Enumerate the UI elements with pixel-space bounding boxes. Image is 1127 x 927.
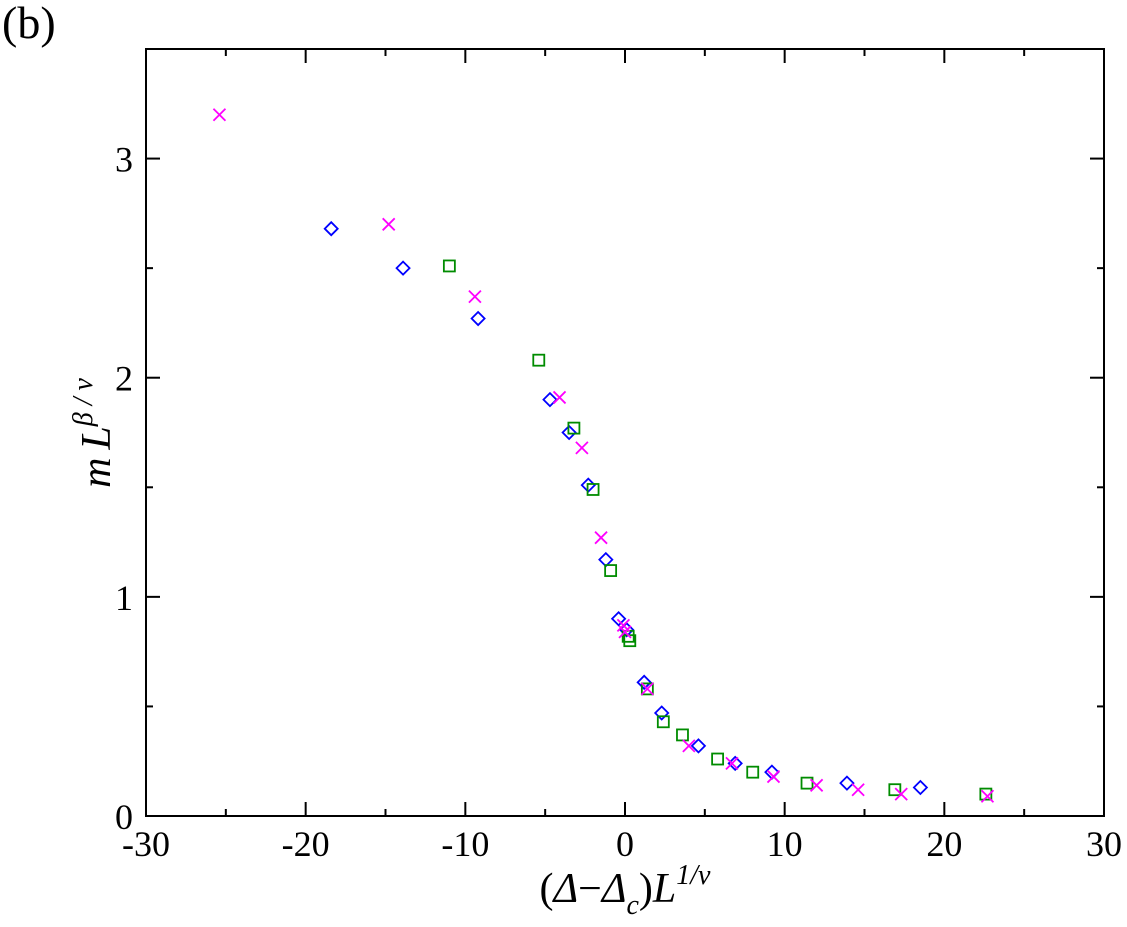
data-point-cross <box>468 289 482 304</box>
data-point-square <box>746 765 760 779</box>
y-label-L: L <box>74 426 120 450</box>
data-point-diamond <box>727 755 743 772</box>
data-point-cross <box>382 217 396 231</box>
data-point-diamond <box>636 674 652 691</box>
data-point-diamond <box>470 310 486 327</box>
panel-label: (b) <box>2 0 56 48</box>
data-point-cross <box>575 441 589 455</box>
x-label-delta-c: Δ <box>600 866 627 912</box>
data-point-diamond <box>764 764 780 780</box>
x-tick-label: -20 <box>282 824 330 864</box>
data-point-square <box>656 715 670 729</box>
y-tick-label: 2 <box>115 359 133 399</box>
data-point-cross <box>552 390 567 405</box>
data-point-diamond <box>690 738 707 754</box>
data-point-cross <box>894 787 908 801</box>
data-point-square <box>888 783 902 797</box>
x-label-subscript: c <box>626 890 639 921</box>
data-point-square <box>711 752 725 766</box>
data-point-square <box>979 787 993 801</box>
data-point-square <box>800 776 814 790</box>
x-tick-label: 10 <box>767 824 803 864</box>
x-label-superscript: 1/ν <box>676 860 711 891</box>
y-tick-label: 3 <box>115 140 133 180</box>
data-point-cross <box>725 756 739 771</box>
data-point-diamond <box>542 391 558 408</box>
data-point-cross <box>980 789 995 803</box>
x-tick-label: -30 <box>122 824 170 864</box>
y-tick-label: 0 <box>115 797 133 837</box>
data-point-square <box>586 483 600 496</box>
data-point-diamond <box>598 551 614 568</box>
data-point-diamond <box>653 705 670 721</box>
data-point-cross <box>212 108 227 122</box>
plot-frame <box>145 48 1105 817</box>
data-point-square <box>623 634 637 648</box>
data-point-cross <box>766 769 781 784</box>
data-point-diamond <box>839 775 855 791</box>
data-point-square <box>640 682 654 696</box>
data-point-square <box>532 353 546 367</box>
data-point-diamond <box>912 779 929 796</box>
axis-ticks <box>145 48 1105 817</box>
data-point-cross <box>594 531 608 545</box>
x-tick-label: 30 <box>1086 824 1122 864</box>
x-tick-label: 20 <box>926 824 962 864</box>
data-point-cross <box>618 625 632 639</box>
y-tick-label: 1 <box>115 578 133 618</box>
data-points <box>212 108 995 803</box>
y-axis-label: mLβ / ν <box>68 378 120 488</box>
x-axis-label: (Δ−Δc)L1/ν <box>539 860 711 921</box>
x-label-paren-open: ( <box>539 866 553 912</box>
data-point-cross <box>851 783 865 797</box>
axis-tick-labels: -30 -20 -10 0 10 20 30 0 1 2 3 <box>115 140 1122 864</box>
data-point-diamond <box>323 220 339 237</box>
x-label-minus: − <box>578 866 602 912</box>
y-label-m: m <box>74 458 120 488</box>
x-label-L: L <box>652 866 676 912</box>
x-tick-label: 0 <box>616 824 634 864</box>
data-point-square <box>676 728 689 742</box>
y-label-superscript: β / ν <box>68 378 99 428</box>
x-label-delta: Δ <box>551 866 578 912</box>
data-point-diamond <box>395 260 411 276</box>
data-point-diamond <box>610 610 627 627</box>
data-point-square <box>604 564 618 577</box>
data-point-cross <box>682 739 696 753</box>
x-tick-label: -10 <box>441 824 489 864</box>
data-point-square <box>567 421 581 435</box>
data-point-cross <box>809 778 824 792</box>
data-point-diamond <box>561 424 577 441</box>
data-point-cross <box>640 682 654 696</box>
x-label-paren-close: ) <box>639 866 653 912</box>
data-point-square <box>442 259 456 273</box>
